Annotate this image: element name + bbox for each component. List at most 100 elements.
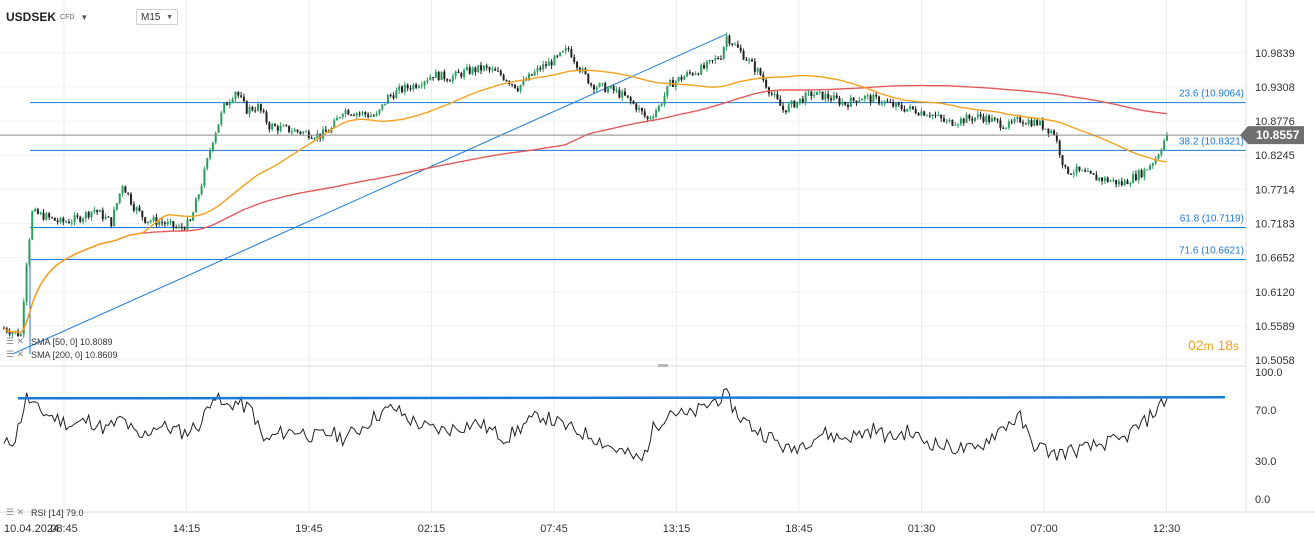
candle-body (155, 217, 158, 225)
candle-body (914, 109, 917, 114)
candle-body (477, 65, 480, 72)
candle-body (849, 97, 852, 107)
candle-body (1027, 120, 1030, 125)
candle-body (615, 89, 618, 91)
candle-body (367, 114, 370, 117)
candle-body (127, 192, 130, 194)
candle-body (457, 71, 460, 74)
candle-body (1106, 177, 1109, 182)
candle-body (115, 203, 118, 210)
candle-body (511, 83, 514, 85)
candle-body (988, 115, 991, 122)
rsi-tick-label: 100.0 (1255, 367, 1283, 379)
candle-body (432, 77, 435, 79)
candle-body (17, 331, 20, 337)
candle-body (110, 217, 113, 227)
candle-body (736, 44, 739, 48)
candle-body (886, 101, 889, 103)
candle-body (248, 107, 251, 114)
candle-body (251, 107, 254, 111)
candle-body (234, 92, 237, 99)
candle-body (50, 217, 53, 219)
candle-body (485, 65, 488, 68)
sma50-legend[interactable]: ☰ ✕ SMA [50, 0] 10.8089 (6, 336, 113, 347)
candle-body (257, 104, 260, 111)
candle-body (928, 115, 931, 117)
indicator-settings-icon[interactable]: ☰ ✕ (6, 349, 25, 359)
candle-body (491, 69, 494, 71)
candle-body (1007, 121, 1010, 128)
candle-body (369, 115, 372, 117)
candle-body (861, 98, 864, 101)
candle-body (211, 142, 214, 151)
candle-body (401, 86, 404, 92)
candle-body (1098, 177, 1101, 181)
candle-body (863, 95, 866, 99)
candle-body (584, 68, 587, 74)
candle-body (465, 67, 468, 71)
candle-body (1115, 179, 1118, 185)
candle-body (398, 86, 401, 91)
candle-body (711, 60, 714, 62)
candle-body (974, 117, 977, 121)
candle-body (917, 113, 920, 116)
candle-body (34, 209, 37, 212)
candle-body (259, 104, 262, 111)
candle-body (28, 239, 31, 265)
candle-body (220, 112, 223, 125)
candle-body (954, 125, 957, 127)
candle-body (824, 94, 827, 100)
candle-body (618, 89, 621, 98)
candle-body (104, 216, 107, 220)
chevron-down-icon[interactable]: ▼ (80, 12, 89, 22)
candle-body (19, 334, 22, 337)
price-tick-label: 10.8776 (1255, 116, 1295, 128)
candle-body (282, 125, 285, 127)
candle-body (70, 222, 73, 224)
countdown-minutes: 02 (1188, 337, 1204, 353)
fib-level-label: 38.2 (10.8321) (1179, 136, 1244, 147)
candle-body (830, 98, 833, 101)
symbol-header[interactable]: USDSEK CFD ▼ (6, 8, 88, 26)
candle-body (355, 113, 358, 116)
candle-body (124, 186, 127, 193)
candle-body (542, 64, 545, 70)
candle-body (279, 125, 282, 131)
candle-body (53, 217, 56, 221)
candle-body (1002, 127, 1005, 129)
candle-body (844, 101, 847, 105)
candle-body (175, 227, 178, 229)
candle-body (482, 65, 485, 71)
candle-body (731, 43, 734, 45)
timeframe-select[interactable]: M15 ▼ (136, 9, 178, 25)
rsi-legend[interactable]: ☰ ✕ RSI [14] 79.0 (6, 507, 84, 518)
time-tick-label: 02:15 (418, 523, 446, 535)
candle-body (409, 88, 412, 90)
candle-body (496, 70, 499, 72)
candle-body (392, 95, 395, 99)
candle-body (65, 221, 68, 223)
candle-body (353, 114, 356, 116)
indicator-settings-icon[interactable]: ☰ ✕ (6, 336, 25, 346)
symbol-name[interactable]: USDSEK (6, 10, 57, 24)
candle-body (118, 193, 121, 204)
candle-body (776, 93, 779, 100)
candle-body (937, 114, 940, 116)
candle-body (429, 77, 432, 81)
indicator-settings-icon[interactable]: ☰ ✕ (6, 507, 25, 517)
time-tick-label: 07:45 (540, 523, 568, 535)
candle-body (957, 124, 960, 126)
candle-body (573, 57, 576, 62)
candle-body (784, 110, 787, 113)
candle-body (892, 102, 895, 107)
candle-body (415, 84, 418, 88)
candle-body (273, 124, 276, 127)
candle-body (818, 91, 821, 93)
sma200-legend[interactable]: ☰ ✕ SMA [200, 0] 10.8609 (6, 349, 118, 360)
candle-body (576, 61, 579, 68)
candle-body (694, 73, 697, 75)
candle-body (384, 103, 387, 105)
fib-level-label: 61.8 (10.7119) (1180, 214, 1244, 225)
candle-body (869, 95, 872, 103)
